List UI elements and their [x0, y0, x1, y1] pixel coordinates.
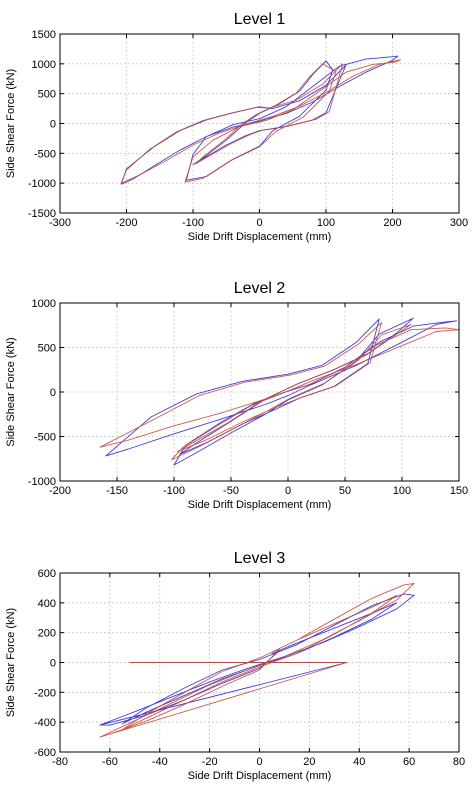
x-tick-label: 0	[256, 756, 262, 768]
chart-title: Level 1	[234, 11, 286, 28]
series-line-1	[120, 55, 399, 185]
x-tick-label: 80	[453, 756, 465, 768]
x-axis-label: Side Drift Displacement (mm)	[188, 499, 332, 511]
x-tick-label: -200	[115, 217, 137, 229]
series-line-2	[99, 322, 460, 461]
x-tick-label: -20	[202, 756, 218, 768]
x-tick-label: 60	[403, 756, 415, 768]
y-tick-label: 1000	[32, 59, 56, 71]
y-tick-label: -1500	[28, 208, 56, 220]
y-tick-label: 500	[38, 89, 56, 101]
x-tick-label: -80	[52, 756, 68, 768]
x-tick-label: -60	[102, 756, 118, 768]
series-line-2	[120, 59, 401, 184]
x-tick-label: 150	[450, 485, 468, 497]
x-tick-label: 200	[383, 217, 401, 229]
x-tick-label: -100	[163, 485, 185, 497]
y-tick-label: 0	[50, 658, 56, 670]
plot-area	[60, 303, 459, 481]
y-tick-label: 0	[50, 119, 56, 131]
y-tick-label: -500	[34, 148, 56, 160]
x-tick-label: 0	[285, 485, 291, 497]
y-tick-label: -200	[34, 687, 56, 699]
y-tick-label: 0	[50, 387, 56, 399]
y-tick-label: 1500	[32, 29, 56, 41]
series-line-1	[105, 317, 458, 466]
x-axis-label: Side Drift Displacement (mm)	[188, 231, 332, 243]
chart-level-1: -300 -200 -100 0 100 200 300-1500-1000-5000500…	[5, 11, 468, 243]
x-tick-label: -200	[49, 485, 71, 497]
chart-title: Level 3	[234, 550, 286, 567]
y-tick-label: -1000	[28, 178, 56, 190]
x-tick-label: 100	[393, 485, 411, 497]
y-tick-label: 500	[38, 343, 56, 355]
y-axis-label: Side Shear Force (kN)	[5, 69, 17, 178]
x-tick-label: -50	[223, 485, 239, 497]
x-tick-label: -300	[49, 217, 71, 229]
y-tick-label: -400	[34, 717, 56, 729]
chart-level-2: -200 -150 -100 -50 0 50 100 150-1000-5000500100…	[5, 280, 468, 511]
y-tick-label: 200	[38, 628, 56, 640]
y-axis-label: Side Shear Force (kN)	[5, 608, 17, 717]
x-axis-label: Side Drift Displacement (mm)	[188, 770, 332, 782]
x-tick-label: 40	[353, 756, 365, 768]
x-tick-label: 50	[339, 485, 351, 497]
chart-level-3: -80 -60 -40 -20 0 20 40 60 80-600-400-2000200400…	[5, 550, 465, 782]
y-tick-label: -600	[34, 747, 56, 759]
x-tick-label: -150	[106, 485, 128, 497]
chart-title: Level 2	[234, 280, 286, 297]
x-tick-label: 0	[256, 217, 262, 229]
y-axis-label: Side Shear Force (kN)	[5, 337, 17, 446]
x-tick-label: 100	[317, 217, 335, 229]
y-tick-label: 400	[38, 598, 56, 610]
y-tick-label: 1000	[32, 298, 56, 310]
x-tick-label: -40	[152, 756, 168, 768]
series-line-2	[99, 582, 415, 738]
x-tick-label: 300	[450, 217, 468, 229]
x-tick-label: 20	[303, 756, 315, 768]
y-tick-label: 600	[38, 568, 56, 580]
y-tick-label: -1000	[28, 476, 56, 488]
y-tick-label: -500	[34, 432, 56, 444]
x-tick-label: -100	[182, 217, 204, 229]
